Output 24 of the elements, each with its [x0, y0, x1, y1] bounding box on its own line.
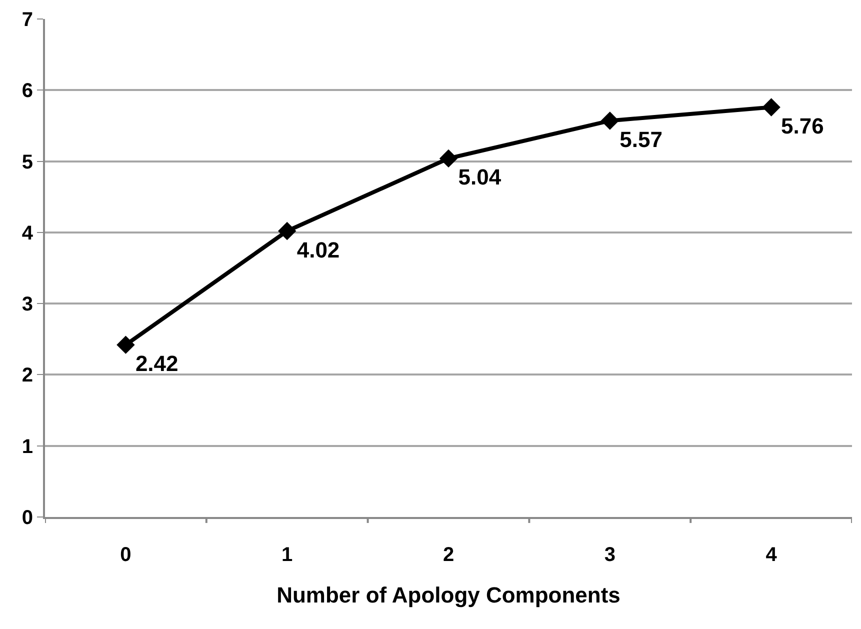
y-tick-label: 4 [22, 222, 34, 244]
point [600, 112, 619, 130]
y-tick-label: 7 [22, 9, 33, 31]
point [439, 149, 458, 168]
data-label: 4.02 [296, 237, 340, 262]
x-tick-label: 0 [120, 544, 132, 566]
point [116, 336, 135, 354]
y-tick-label: 1 [22, 436, 33, 458]
y-tick-label: 0 [22, 507, 33, 529]
x-axis-title: Number of Apology Components [276, 582, 620, 608]
x-tick-label: 1 [282, 544, 293, 566]
data-label: 5.76 [781, 113, 824, 138]
point [762, 98, 780, 116]
y-tick-label: 5 [22, 151, 33, 174]
x-tick-label: 3 [604, 544, 616, 566]
y-tick-label: 6 [22, 80, 33, 102]
data-label: 5.57 [620, 126, 662, 152]
y-tick-label: 2 [22, 364, 33, 387]
y-tick-label: 3 [22, 294, 33, 316]
data-label: 5.04 [458, 164, 502, 190]
data-label: 2.42 [135, 351, 178, 376]
point [278, 222, 296, 240]
x-tick-label: 2 [442, 544, 454, 566]
x-tick-label: 4 [766, 544, 778, 566]
